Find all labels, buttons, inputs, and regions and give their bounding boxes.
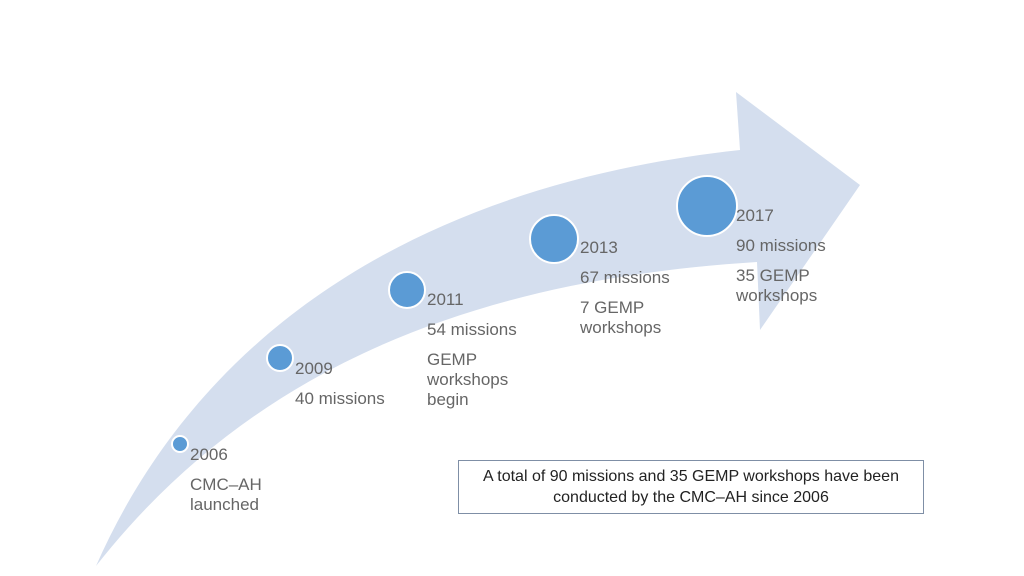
milestone-dot-2006 bbox=[171, 435, 189, 453]
summary-box: A total of 90 missions and 35 GEMP works… bbox=[458, 460, 924, 514]
summary-text: A total of 90 missions and 35 GEMP works… bbox=[483, 468, 899, 506]
milestone-detail: 7 GEMP workshops bbox=[580, 298, 662, 337]
milestone-2011: 2011 54 missions GEMP workshops begin bbox=[427, 290, 527, 420]
milestone-dot-2011 bbox=[388, 271, 426, 309]
milestone-dot-2017 bbox=[676, 175, 738, 237]
milestone-year: 2006 bbox=[190, 445, 228, 464]
milestone-year: 2017 bbox=[736, 206, 774, 225]
milestone-2013: 2013 67 missions 7 GEMP workshops bbox=[580, 238, 680, 348]
milestone-detail: 54 missions bbox=[427, 320, 517, 339]
milestone-year: 2013 bbox=[580, 238, 618, 257]
milestone-detail: 90 missions bbox=[736, 236, 826, 255]
milestone-detail: CMC–AH launched bbox=[190, 475, 262, 514]
growth-arrow-shape bbox=[96, 92, 860, 566]
milestone-detail: 35 GEMP workshops bbox=[736, 266, 818, 305]
milestone-year: 2009 bbox=[295, 359, 333, 378]
milestone-dot-2009 bbox=[266, 344, 294, 372]
milestone-detail: GEMP workshops begin bbox=[427, 350, 509, 409]
milestone-detail: 67 missions bbox=[580, 268, 670, 287]
milestone-2009: 2009 40 missions bbox=[295, 359, 385, 419]
milestone-2006: 2006 CMC–AH launched bbox=[190, 445, 280, 525]
milestone-year: 2011 bbox=[427, 290, 464, 309]
milestone-detail: 40 missions bbox=[295, 389, 385, 408]
milestone-2017: 2017 90 missions 35 GEMP workshops bbox=[736, 206, 836, 316]
milestone-dot-2013 bbox=[529, 214, 579, 264]
